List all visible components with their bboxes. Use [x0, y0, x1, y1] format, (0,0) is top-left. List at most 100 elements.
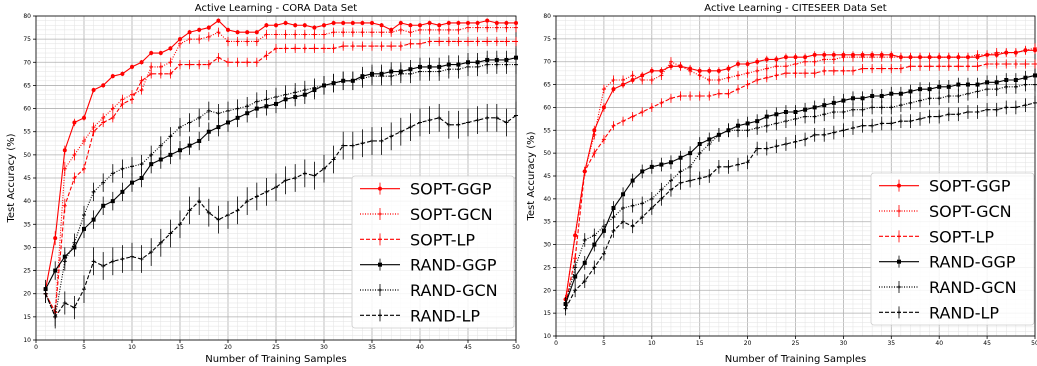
- data-point: [611, 206, 616, 210]
- x-tick-label: 30: [320, 344, 328, 351]
- data-point: [764, 146, 769, 151]
- data-point: [736, 128, 741, 133]
- data-point: [1033, 73, 1037, 78]
- data-point: [379, 74, 384, 79]
- data-point: [659, 73, 664, 78]
- data-point: [774, 144, 779, 149]
- data-point: [216, 111, 221, 116]
- data-point: [168, 134, 173, 139]
- data-point: [427, 20, 432, 25]
- data-point: [812, 52, 817, 57]
- data-point: [668, 187, 673, 192]
- data-point: [850, 68, 855, 73]
- data-point: [841, 98, 846, 103]
- y-tick-label: 20: [23, 291, 31, 298]
- data-point: [898, 55, 903, 60]
- data-point: [446, 20, 451, 25]
- data-point: [697, 142, 702, 146]
- data-point: [668, 59, 673, 64]
- data-point: [72, 152, 77, 157]
- data-point: [668, 96, 673, 101]
- data-point: [994, 50, 999, 55]
- data-point: [514, 113, 518, 118]
- data-point: [274, 23, 278, 28]
- data-point: [592, 132, 597, 137]
- y-tick-label: 55: [23, 129, 31, 136]
- data-point: [370, 30, 374, 35]
- data-point: [946, 84, 951, 89]
- data-point: [850, 96, 855, 101]
- data-point: [254, 99, 259, 104]
- series-rand-lp: [43, 101, 518, 329]
- legend-swatch-marker: [378, 212, 382, 216]
- data-point: [831, 68, 836, 73]
- data-point: [908, 89, 913, 94]
- data-point: [831, 110, 836, 114]
- data-point: [341, 44, 346, 49]
- data-point: [563, 306, 568, 311]
- data-point: [274, 32, 278, 37]
- data-point: [831, 100, 836, 105]
- data-point: [475, 64, 480, 69]
- data-point: [803, 59, 808, 64]
- data-point: [707, 68, 712, 73]
- data-point: [312, 25, 317, 30]
- chart-panel-1: 0 5 10 15 20 25 30 35 40 45 50 10 15 20 25 30 35 40 45 50 55…: [6, 3, 520, 365]
- data-point: [582, 238, 587, 242]
- data-point: [485, 62, 490, 67]
- x-tick-label: 20: [224, 344, 232, 351]
- data-point: [793, 139, 798, 144]
- data-point: [331, 157, 336, 162]
- data-point: [398, 20, 403, 25]
- data-point: [389, 74, 394, 79]
- data-point: [456, 27, 461, 32]
- data-point: [254, 30, 259, 35]
- data-point: [716, 164, 721, 169]
- data-point: [110, 259, 115, 264]
- data-point: [418, 120, 422, 125]
- data-point: [322, 23, 326, 28]
- data-point: [889, 91, 894, 96]
- data-point: [283, 32, 288, 37]
- data-point: [149, 51, 154, 56]
- data-point: [226, 60, 230, 65]
- data-point: [379, 138, 384, 143]
- data-point: [398, 27, 403, 32]
- data-point: [245, 104, 250, 109]
- data-point: [688, 94, 693, 98]
- data-point: [697, 151, 702, 156]
- data-point: [755, 146, 760, 151]
- data-point: [726, 91, 731, 96]
- data-point: [736, 87, 741, 92]
- data-point: [456, 67, 461, 72]
- data-point: [110, 199, 115, 204]
- data-point: [158, 71, 163, 76]
- data-point: [841, 55, 846, 60]
- data-point: [120, 166, 125, 171]
- data-point: [707, 94, 712, 98]
- legend-swatch-marker: [378, 237, 382, 242]
- data-point: [302, 32, 307, 37]
- data-point: [783, 71, 788, 76]
- legend-label: RAND-GGP: [929, 253, 1016, 272]
- data-point: [72, 120, 77, 125]
- data-point: [235, 60, 240, 65]
- data-point: [437, 115, 442, 120]
- data-point: [62, 300, 67, 305]
- data-point: [226, 27, 230, 32]
- data-point: [379, 44, 384, 49]
- y-tick-label: 10: [23, 337, 31, 344]
- legend-label: SOPT-LP: [410, 230, 475, 249]
- data-point: [898, 66, 903, 71]
- data-point: [254, 194, 259, 199]
- data-point: [91, 259, 96, 264]
- data-point: [475, 25, 480, 30]
- data-point: [120, 71, 125, 76]
- data-point: [937, 64, 942, 69]
- data-point: [264, 189, 269, 194]
- data-point: [427, 118, 432, 123]
- data-point: [764, 114, 769, 119]
- y-tick-label: 65: [23, 82, 31, 89]
- data-point: [197, 62, 202, 67]
- series-rand-lp: [563, 96, 1037, 316]
